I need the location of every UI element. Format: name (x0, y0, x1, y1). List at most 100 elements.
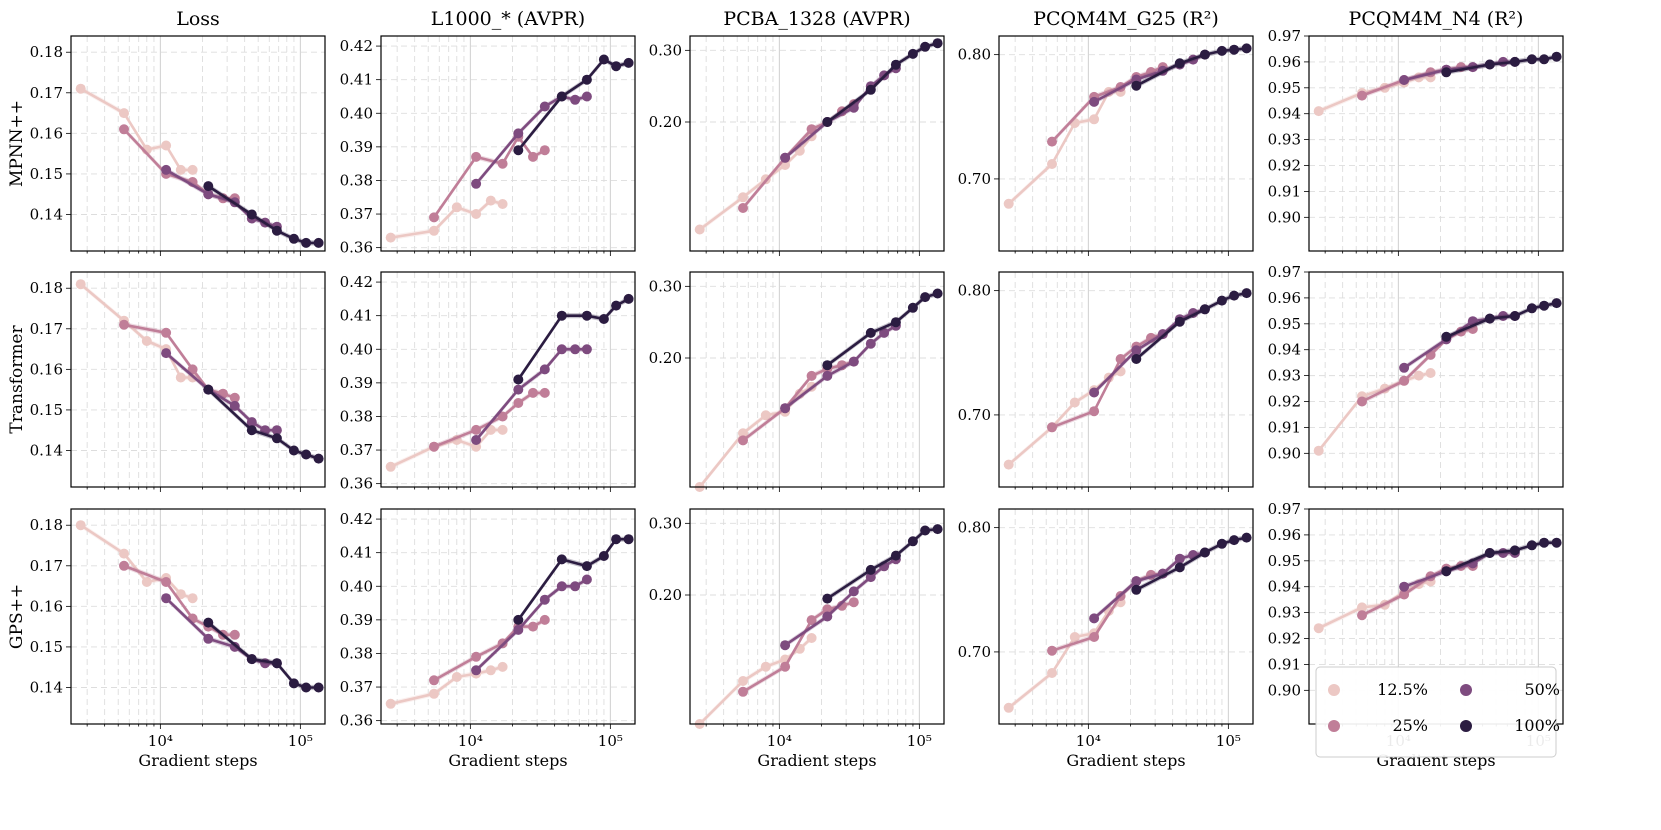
panel-1-1: 0.36 0.37 0.38 0.39 0.40 0.41 0.42 (340, 271, 636, 493)
row-title: Transformer (7, 325, 27, 434)
axes-frame (1308, 35, 1564, 252)
data-point-3 (1174, 562, 1185, 573)
data-point-3 (301, 449, 312, 460)
data-point-1 (429, 675, 439, 686)
data-point-3 (822, 117, 833, 127)
data-point-3 (313, 453, 324, 464)
data-point-3 (581, 310, 592, 321)
y-tick-label: 0.96 (1268, 289, 1301, 307)
series-line-3 (826, 527, 938, 600)
data-point-1 (1357, 90, 1367, 101)
data-point-1 (539, 145, 550, 156)
data-point-1 (1047, 422, 1057, 433)
data-point-3 (865, 564, 876, 575)
data-point-0 (497, 661, 508, 672)
legend-marker (1460, 720, 1472, 732)
y-tick-label: 0.39 (340, 374, 373, 392)
axes-frame (689, 271, 945, 488)
data-point-3 (598, 551, 609, 561)
data-point-0 (1003, 198, 1014, 209)
panel-2-2: 0.20 0.30 10⁴ 10⁵ Gradient steps (649, 508, 945, 770)
y-tick-label: 0.42 (340, 273, 373, 291)
series-band-0 (1318, 370, 1431, 454)
data-point-3 (1131, 584, 1142, 595)
data-point-1 (161, 327, 172, 338)
data-point-0 (187, 593, 198, 604)
y-tick-label: 0.40 (340, 340, 373, 358)
data-point-1 (806, 615, 817, 626)
data-point-3 (1216, 45, 1227, 56)
data-point-0 (451, 202, 462, 213)
data-point-1 (1047, 645, 1057, 656)
data-point-2 (513, 624, 524, 635)
series-line-3 (517, 297, 630, 381)
y-tick-label: 0.70 (958, 406, 991, 424)
data-point-2 (865, 572, 876, 583)
x-axis-label: Gradient steps (448, 751, 567, 770)
data-point-3 (623, 293, 634, 304)
legend-marker (1328, 684, 1340, 696)
panel-2-0: 0.14 0.15 0.16 0.17 0.18 10⁴ 10⁵ Gradient steps (30, 508, 326, 770)
panel-0-1: 0.36 0.37 0.38 0.39 0.40 0.41 0.42 (340, 35, 636, 257)
data-point-0 (75, 83, 86, 94)
axes-frame (689, 508, 945, 725)
data-point-0 (429, 688, 439, 699)
data-point-0 (175, 372, 186, 383)
data-point-3 (890, 59, 901, 70)
data-point-2 (471, 178, 482, 189)
data-point-1 (738, 203, 748, 213)
panel-1-2: 0.20 0.30 (649, 271, 945, 492)
data-point-1 (1089, 632, 1100, 642)
data-point-3 (598, 54, 609, 65)
y-tick-label: 0.40 (340, 104, 373, 122)
data-point-0 (429, 225, 439, 236)
data-point-3 (1241, 288, 1252, 299)
data-point-3 (865, 327, 876, 338)
data-point-1 (119, 319, 129, 330)
data-point-3 (271, 225, 282, 236)
data-point-3 (611, 300, 622, 311)
data-point-1 (539, 614, 550, 625)
series-line-0 (1317, 371, 1431, 452)
data-point-0 (1313, 623, 1324, 634)
data-point-1 (471, 151, 482, 162)
data-point-2 (1089, 387, 1100, 398)
data-point-2 (1131, 576, 1142, 587)
column-title: PCQM4M_G25 (R²) (1033, 8, 1219, 30)
data-point-3 (513, 614, 524, 625)
data-point-3 (556, 554, 567, 565)
y-tick-label: 0.42 (340, 510, 373, 528)
axes-frame (998, 508, 1254, 725)
y-tick-label: 0.38 (340, 644, 373, 662)
panel-0-0: 0.14 0.15 0.16 0.17 0.18 (30, 35, 326, 256)
series-band-1 (1052, 571, 1163, 654)
data-point-0 (451, 672, 462, 682)
data-point-2 (879, 327, 890, 338)
data-point-2 (556, 344, 567, 355)
data-point-3 (623, 534, 634, 545)
data-point-3 (1526, 303, 1537, 314)
y-tick-label: 0.41 (340, 307, 373, 325)
data-point-3 (1551, 51, 1562, 62)
y-tick-label: 0.95 (1268, 315, 1301, 333)
data-point-0 (1003, 702, 1014, 713)
data-point-2 (780, 152, 791, 163)
y-tick-label: 0.93 (1268, 604, 1301, 622)
column-title: L1000_* (AVPR) (431, 8, 585, 30)
data-point-0 (119, 548, 129, 559)
series-line-0 (1007, 90, 1121, 205)
data-point-3 (1526, 540, 1537, 551)
data-point-3 (1539, 537, 1550, 548)
y-tick-label: 0.15 (30, 638, 63, 656)
series-line-3 (1135, 536, 1247, 591)
data-point-0 (119, 108, 129, 119)
y-tick-label: 0.97 (1268, 263, 1301, 281)
series-band-2 (1404, 313, 1515, 371)
data-point-3 (1484, 548, 1495, 558)
y-tick-label: 0.15 (30, 165, 63, 183)
data-point-3 (890, 317, 901, 328)
data-point-1 (738, 435, 748, 446)
data-point-3 (920, 525, 931, 536)
data-point-2 (780, 640, 791, 651)
y-tick-label: 0.91 (1268, 418, 1301, 436)
